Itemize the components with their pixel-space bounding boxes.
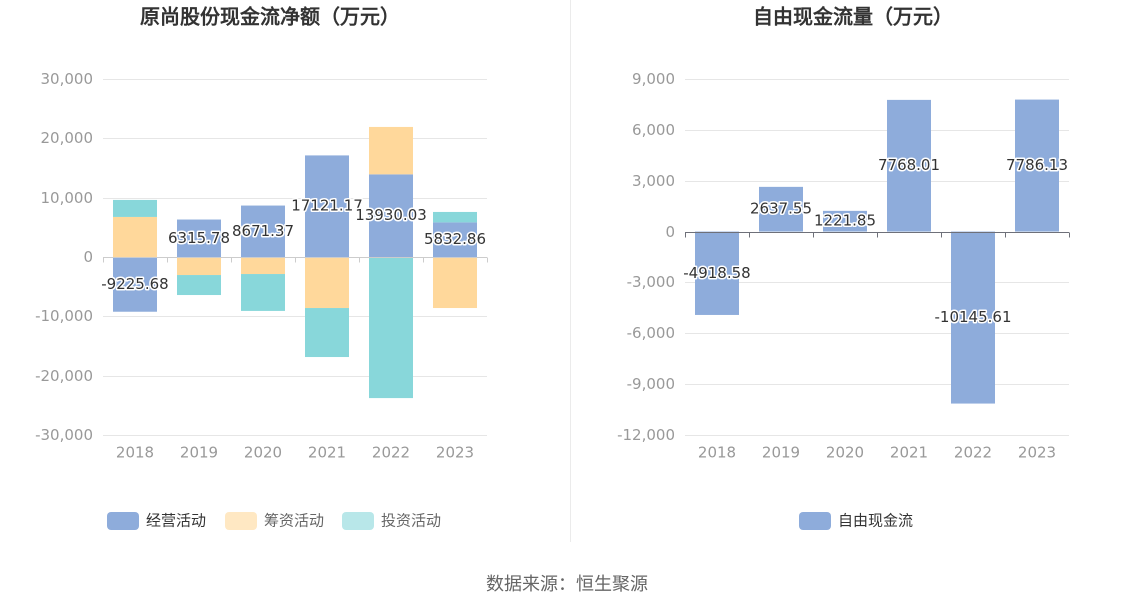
- bar-free-cash-flow-2018: [695, 231, 739, 315]
- data-label-free-cash-flow-2022: -10145.61: [935, 308, 1012, 326]
- y-tick-label: 0: [83, 248, 93, 266]
- bar-operating-2023: [433, 222, 477, 257]
- y-tick-label: 30,000: [41, 70, 94, 88]
- plot-area: 9,000 6,000 3,000 0 -3,000 -6,000 -9,000 -12,00…: [617, 70, 1070, 462]
- y-tick-label: -10,000: [35, 307, 93, 325]
- bar-operating-2020: [241, 205, 285, 257]
- data-label-free-cash-flow-2021: 7768.01: [878, 156, 940, 174]
- x-tick-label: 2019: [180, 444, 218, 462]
- y-tick-label: 10,000: [41, 189, 94, 207]
- legend: 经营活动 筹资活动 投资活动: [107, 512, 441, 531]
- legend-label: 自由现金流: [838, 512, 913, 530]
- bar-free-cash-flow-2020: [823, 210, 867, 232]
- data-label-operating-2019: 6315.78: [168, 229, 230, 247]
- bar-financing-2019: [177, 257, 221, 276]
- net-cash-flow-chart: 原尚股份现金流净额（万元） 30,000 20,000 10,000 0 -10,000…: [35, 5, 488, 531]
- bar-free-cash-flow-2019: [759, 186, 803, 232]
- bar-operating-2022: [369, 174, 413, 257]
- y-tick-label: 0: [665, 223, 675, 241]
- bar-investing-2020: [241, 274, 285, 311]
- data-label-operating-2021: 17121.17: [291, 197, 363, 215]
- bar-financing-2022: [369, 126, 413, 175]
- legend-swatch: [225, 512, 257, 530]
- x-tick-label: 2021: [308, 444, 346, 462]
- x-tick-label: 2018: [698, 444, 736, 462]
- legend-item-financing-activities[interactable]: 筹资活动: [225, 512, 324, 531]
- y-tick-label: -20,000: [35, 367, 93, 385]
- free-cash-flow-chart: 自由现金流量（万元） 9,000 6,000 3,000 0 -3,000 -6,000 -…: [617, 5, 1070, 531]
- bar-operating-2019: [177, 219, 221, 257]
- legend-label: 经营活动: [146, 512, 206, 530]
- data-label-free-cash-flow-2019: 2637.55: [750, 200, 812, 218]
- y-tick-label: -30,000: [35, 426, 93, 444]
- legend: 自由现金流: [799, 512, 913, 531]
- x-tick-label: 2020: [826, 444, 864, 462]
- y-tick-label: -6,000: [627, 324, 675, 342]
- bar-investing-2018: [113, 199, 157, 217]
- data-source: 数据来源：恒生聚源: [486, 574, 648, 595]
- x-tick-label: 2023: [436, 444, 474, 462]
- data-label-free-cash-flow-2023: 7786.13: [1006, 156, 1068, 174]
- chart-title: 原尚股份现金流净额（万元）: [140, 5, 400, 29]
- y-tick-label: -12,000: [617, 426, 675, 444]
- x-tick-label: 2018: [116, 444, 154, 462]
- plot-area: 30,000 20,000 10,000 0 -10,000 -20,000 -30,000…: [35, 70, 488, 462]
- x-tick-label: 2022: [954, 444, 992, 462]
- bar-investing-2023: [433, 211, 477, 223]
- bar-financing-2023: [433, 257, 477, 309]
- data-label-free-cash-flow-2018: -4918.58: [683, 264, 750, 282]
- legend-swatch: [799, 512, 831, 530]
- y-tick-label: 6,000: [632, 121, 675, 139]
- legend-item-operating-activities[interactable]: 经营活动: [107, 512, 206, 531]
- y-tick-label: 9,000: [632, 70, 675, 88]
- bar-free-cash-flow-2023: [1015, 99, 1059, 232]
- bar-operating-2018: [113, 257, 157, 312]
- y-tick-label: 20,000: [41, 129, 94, 147]
- x-tick-label: 2019: [762, 444, 800, 462]
- legend-swatch: [342, 512, 374, 530]
- y-tick-label: -9,000: [627, 375, 675, 393]
- bar-free-cash-flow-2021: [887, 99, 931, 232]
- y-tick-label: 3,000: [632, 172, 675, 190]
- legend-swatch: [107, 512, 139, 530]
- bar-financing-2021: [305, 257, 349, 309]
- data-label-operating-2018: -9225.68: [101, 275, 168, 293]
- data-label-operating-2020: 8671.37: [232, 222, 294, 240]
- x-tick-label: 2020: [244, 444, 282, 462]
- legend-item-free-cash-flow[interactable]: 自由现金流: [799, 512, 913, 531]
- bar-investing-2022: [369, 257, 413, 399]
- bar-financing-2020: [241, 257, 285, 275]
- bar-operating-2021: [305, 155, 349, 257]
- bar-free-cash-flow-2022: [951, 231, 995, 404]
- data-label-operating-2022: 13930.03: [355, 206, 427, 224]
- legend-label: 投资活动: [381, 512, 441, 530]
- data-label-free-cash-flow-2020: 1221.85: [814, 212, 876, 230]
- y-tick-label: -3,000: [627, 273, 675, 291]
- x-tick-label: 2022: [372, 444, 410, 462]
- bar-investing-2019: [177, 275, 221, 296]
- x-tick-label: 2023: [1018, 444, 1056, 462]
- bar-investing-2021: [305, 308, 349, 358]
- legend-item-investing-activities[interactable]: 投资活动: [342, 512, 441, 531]
- chart-title: 自由现金流量（万元）: [753, 5, 953, 29]
- x-tick-label: 2021: [890, 444, 928, 462]
- data-label-operating-2023: 5832.86: [424, 230, 486, 248]
- legend-label: 筹资活动: [264, 512, 324, 530]
- bar-financing-2018: [113, 216, 157, 257]
